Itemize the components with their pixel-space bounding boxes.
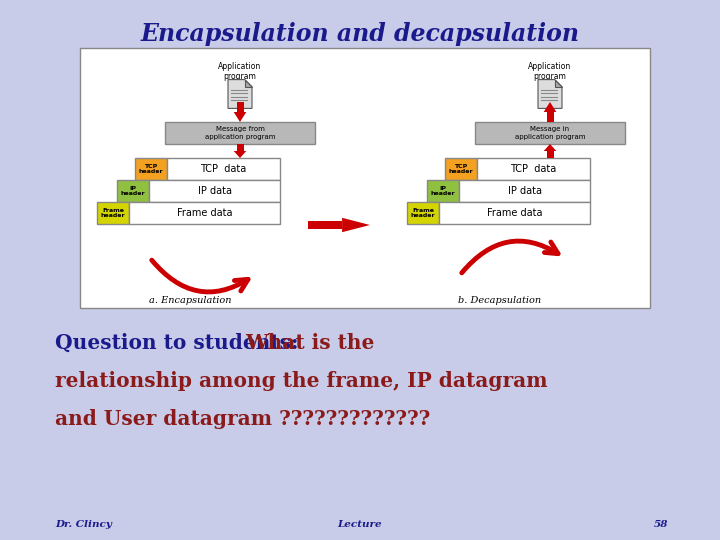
Text: Encapsulation and decapsulation: Encapsulation and decapsulation [140, 22, 580, 46]
Text: Frame data: Frame data [487, 208, 542, 218]
Text: 58: 58 [654, 520, 668, 529]
Text: Frame
header: Frame header [410, 207, 436, 218]
Polygon shape [538, 79, 562, 109]
Polygon shape [544, 102, 557, 112]
Text: Dr. Clincy: Dr. Clincy [55, 520, 112, 529]
Text: Message from
application program: Message from application program [204, 126, 275, 139]
FancyBboxPatch shape [427, 180, 459, 202]
FancyBboxPatch shape [236, 102, 243, 112]
Text: Application
program: Application program [528, 62, 572, 82]
Text: relationship among the frame, IP datagram: relationship among the frame, IP datagra… [55, 371, 548, 391]
FancyBboxPatch shape [546, 112, 554, 122]
Text: and User datagram ?????????????: and User datagram ????????????? [55, 409, 431, 429]
Polygon shape [245, 79, 252, 87]
FancyBboxPatch shape [546, 151, 554, 158]
Text: IP data: IP data [508, 186, 541, 196]
Text: TCP
header: TCP header [449, 164, 473, 174]
Text: Question to students:: Question to students: [55, 333, 305, 353]
FancyBboxPatch shape [167, 158, 280, 180]
Text: Application
program: Application program [218, 62, 261, 82]
FancyBboxPatch shape [129, 202, 280, 224]
FancyArrowPatch shape [152, 260, 248, 292]
Text: IP
header: IP header [431, 186, 455, 197]
FancyBboxPatch shape [445, 158, 477, 180]
Text: Frame data: Frame data [176, 208, 233, 218]
FancyBboxPatch shape [80, 48, 650, 308]
Text: Message in
application program: Message in application program [515, 126, 585, 139]
Text: TCP
header: TCP header [139, 164, 163, 174]
FancyBboxPatch shape [475, 122, 625, 144]
Text: IP
header: IP header [121, 186, 145, 197]
FancyBboxPatch shape [135, 158, 167, 180]
Polygon shape [555, 79, 562, 87]
Text: Frame
header: Frame header [101, 207, 125, 218]
FancyBboxPatch shape [97, 202, 129, 224]
FancyBboxPatch shape [407, 202, 439, 224]
FancyBboxPatch shape [477, 158, 590, 180]
FancyBboxPatch shape [149, 180, 280, 202]
Polygon shape [234, 112, 246, 122]
Text: TCP  data: TCP data [200, 164, 247, 174]
FancyBboxPatch shape [117, 180, 149, 202]
Polygon shape [228, 79, 252, 109]
FancyBboxPatch shape [308, 221, 342, 229]
Text: What is the: What is the [245, 333, 374, 353]
Text: Lecture: Lecture [338, 520, 382, 529]
FancyBboxPatch shape [236, 144, 243, 151]
Text: b. Decapsulation: b. Decapsulation [459, 296, 541, 305]
Text: a. Encapsulation: a. Encapsulation [149, 296, 231, 305]
Polygon shape [234, 151, 246, 158]
FancyBboxPatch shape [439, 202, 590, 224]
Text: IP data: IP data [197, 186, 232, 196]
Polygon shape [544, 144, 557, 151]
Polygon shape [342, 218, 370, 232]
Text: TCP  data: TCP data [510, 164, 557, 174]
FancyBboxPatch shape [165, 122, 315, 144]
FancyArrowPatch shape [462, 241, 558, 273]
FancyBboxPatch shape [459, 180, 590, 202]
